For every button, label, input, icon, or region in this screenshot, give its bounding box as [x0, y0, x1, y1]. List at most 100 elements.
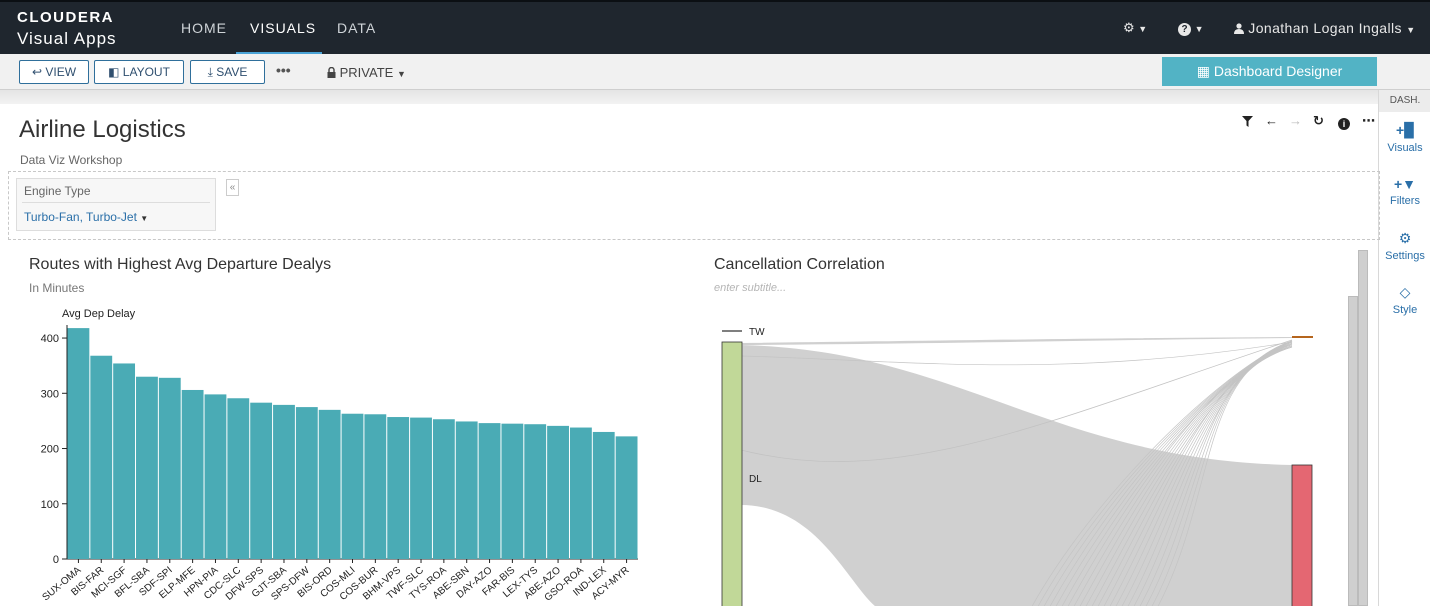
caret-down-icon: ▼	[1406, 25, 1416, 35]
bar[interactable]	[524, 424, 547, 559]
forward-arrow-icon[interactable]: →	[1289, 113, 1302, 128]
save-button[interactable]: ⤓ SAVE	[190, 60, 265, 84]
sankey-subtitle-input[interactable]: enter subtitle...	[714, 282, 787, 294]
filter-icon[interactable]	[1242, 115, 1253, 130]
more-icon[interactable]: ⋯	[1362, 113, 1375, 128]
y-axis-label: Avg Dep Delay	[62, 308, 136, 320]
dashboard-title[interactable]: Airline Logistics	[19, 116, 186, 143]
help-menu[interactable]: ? ▼	[1178, 20, 1204, 36]
bar[interactable]	[592, 431, 615, 559]
bar[interactable]	[387, 417, 410, 559]
bar[interactable]	[410, 417, 432, 559]
bar[interactable]	[250, 402, 273, 559]
view-button[interactable]: ↩ VIEW	[19, 60, 89, 84]
sankey-label-dl: DL	[749, 474, 762, 485]
layout-icon: ◧	[108, 65, 120, 79]
bar[interactable]	[181, 389, 204, 559]
more-actions-button[interactable]: •••	[276, 62, 291, 78]
user-menu[interactable]: Jonathan Logan Ingalls ▼	[1234, 20, 1416, 36]
sankey-link	[1127, 345, 1293, 606]
add-filter-icon: +▼	[1393, 176, 1417, 192]
bar[interactable]	[273, 404, 295, 559]
nav-visuals[interactable]: VISUALS	[250, 20, 317, 36]
side-panel-visuals-label: Visuals	[1387, 142, 1423, 154]
privacy-label: PRIVATE	[339, 65, 394, 80]
sankey-node-right	[1291, 464, 1313, 606]
back-arrow-icon[interactable]: ←	[1265, 113, 1278, 128]
sankey-node-dl	[721, 341, 743, 606]
bar-chart-title[interactable]: Routes with Highest Avg Departure Dealys	[29, 256, 332, 273]
save-button-label: SAVE	[216, 65, 248, 79]
top-navbar: CLOUDERA Visual Apps HOME VISUALS DATA ⚙…	[0, 0, 1430, 55]
side-panel-visuals[interactable]: +▉ Visuals	[1379, 122, 1430, 154]
settings-menu[interactable]: ⚙ ▼	[1123, 20, 1147, 36]
side-panel-settings[interactable]: ⚙ Settings	[1379, 230, 1430, 262]
filter-value: Turbo-Fan, Turbo-Jet	[24, 210, 137, 224]
bar[interactable]	[501, 423, 524, 559]
dashboard-designer-button[interactable]: ▦ Dashboard Designer	[1162, 57, 1377, 86]
scrollbar-inner[interactable]	[1348, 296, 1358, 606]
gears-icon: ⚙	[1398, 230, 1412, 246]
sankey-link	[741, 345, 1292, 606]
bar[interactable]	[295, 407, 318, 559]
bar[interactable]	[227, 398, 250, 559]
side-panel-style[interactable]: ◇ Style	[1379, 284, 1430, 316]
bar[interactable]	[158, 377, 181, 559]
dashboard-subtitle[interactable]: Data Viz Workshop	[20, 153, 123, 167]
bar-chart-subtitle[interactable]: In Minutes	[29, 281, 85, 295]
bar[interactable]	[432, 419, 455, 559]
sankey-title[interactable]: Cancellation Correlation	[714, 256, 885, 273]
diamond-icon: ◇	[1399, 284, 1411, 300]
bar[interactable]	[341, 413, 364, 559]
bar[interactable]	[90, 355, 113, 559]
bar-chart: Avg Dep Delay0100200300400SUX-OMABIS-FAR…	[41, 308, 638, 604]
side-panel-settings-label: Settings	[1385, 250, 1425, 262]
bar[interactable]	[615, 436, 638, 559]
active-tab-indicator	[236, 52, 322, 55]
bar[interactable]	[113, 363, 136, 559]
question-icon: ?	[1178, 23, 1191, 36]
caret-down-icon: ▼	[396, 69, 406, 79]
sankey-link	[740, 339, 1293, 462]
caret-down-icon: ▼	[140, 214, 149, 223]
layout-button-label: LAYOUT	[122, 65, 170, 79]
filter-label: Engine Type	[24, 184, 91, 198]
brand-name: CLOUDERA	[17, 9, 114, 26]
collapse-filters-button[interactable]: «	[226, 179, 239, 196]
sankey-label-tw: TW	[749, 327, 765, 338]
bar[interactable]	[547, 425, 569, 559]
bar[interactable]	[364, 414, 387, 559]
dashboard-designer-label: Dashboard Designer	[1213, 63, 1343, 79]
bar[interactable]	[136, 376, 158, 559]
columns-icon: ▦	[1196, 63, 1210, 79]
download-icon: ⤓	[207, 65, 213, 79]
nav-home[interactable]: HOME	[181, 20, 227, 36]
bar[interactable]	[67, 328, 90, 559]
refresh-icon[interactable]: ↻	[1313, 113, 1324, 128]
bar[interactable]	[318, 409, 341, 559]
sankey-link	[1139, 340, 1293, 606]
layout-button[interactable]: ◧ LAYOUT	[94, 60, 184, 84]
y-tick-label: 300	[41, 388, 59, 400]
y-tick-label: 0	[53, 554, 59, 566]
user-name: Jonathan Logan Ingalls	[1248, 20, 1402, 36]
filter-area	[8, 171, 1380, 240]
side-panel-filters[interactable]: +▼ Filters	[1379, 176, 1430, 207]
sankey-link	[1151, 343, 1293, 606]
sankey-link	[1157, 344, 1293, 606]
scrollbar-outer[interactable]	[1358, 250, 1368, 606]
bar[interactable]	[478, 423, 501, 559]
dashboard-toolbar: ↩ VIEW ◧ LAYOUT ⤓ SAVE ••• PRIVATE ▼ ▦ D…	[0, 54, 1430, 90]
sankey-link	[1145, 341, 1293, 606]
y-tick-label: 200	[41, 444, 59, 456]
info-icon[interactable]: i	[1338, 115, 1350, 130]
sankey-link	[1133, 346, 1293, 606]
toolbar-shadow	[0, 90, 1378, 104]
privacy-dropdown[interactable]: PRIVATE ▼	[327, 65, 406, 80]
bar[interactable]	[204, 394, 227, 559]
filter-value-dropdown[interactable]: Turbo-Fan, Turbo-Jet ▼	[24, 210, 148, 224]
add-chart-icon: +▉	[1396, 122, 1415, 138]
bar[interactable]	[569, 427, 592, 559]
nav-data[interactable]: DATA	[337, 20, 377, 36]
bar[interactable]	[455, 421, 478, 559]
